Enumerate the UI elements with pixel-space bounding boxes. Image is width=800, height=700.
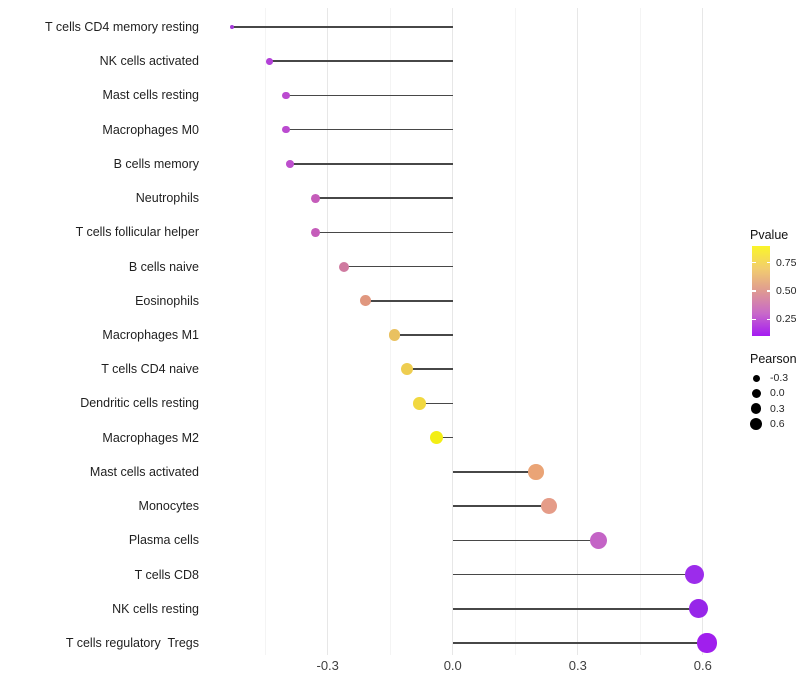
colorbar-tick xyxy=(766,290,770,292)
colorbar-tick-label: 0.50 xyxy=(776,285,797,297)
category-label: NK cells activated xyxy=(99,54,199,69)
x-axis-tick-label: -0.3 xyxy=(316,658,339,673)
colorbar-tick xyxy=(752,318,756,320)
lollipop-stem xyxy=(269,60,453,62)
pearson-legend-label: 0.3 xyxy=(770,402,785,415)
pearson-legend-label: 0.0 xyxy=(770,387,785,400)
pearson-legend-dot xyxy=(752,374,760,382)
lollipop-stem xyxy=(365,299,453,302)
lollipop-stem xyxy=(452,539,599,542)
category-label: NK cells resting xyxy=(112,601,199,616)
category-label: T cells CD8 xyxy=(134,567,199,582)
data-point-dot xyxy=(590,531,608,549)
data-point-dot xyxy=(310,193,320,203)
category-label: Eosinophils xyxy=(135,293,199,308)
category-label: Macrophages M1 xyxy=(102,327,199,342)
pearson-legend-dot xyxy=(751,388,761,398)
category-label: Plasma cells xyxy=(128,533,199,548)
lollipop-stem xyxy=(231,26,453,28)
lollipop-stem xyxy=(436,436,453,439)
gridline-minor xyxy=(264,8,266,655)
x-axis-tick-label: 0.3 xyxy=(568,658,587,673)
pearson-legend-dot xyxy=(750,403,762,414)
x-axis-tick-label: 0.0 xyxy=(443,658,462,673)
gridline-major xyxy=(327,8,329,655)
lollipop-stem xyxy=(452,607,699,610)
data-point-dot xyxy=(685,565,704,584)
lollipop-stem xyxy=(315,231,453,234)
category-label: B cells memory xyxy=(113,156,199,171)
lollipop-stem xyxy=(344,265,453,268)
colorbar-tick xyxy=(752,290,756,292)
colorbar-tick xyxy=(752,262,756,264)
gridline-minor xyxy=(639,8,641,655)
pvalue-legend-title: Pvalue xyxy=(750,228,789,242)
gridline-major xyxy=(702,8,704,655)
data-point-dot xyxy=(540,498,557,514)
data-point-dot xyxy=(697,633,717,653)
lollipop-stem xyxy=(290,163,453,165)
data-point-dot xyxy=(286,159,295,168)
data-point-dot xyxy=(282,125,290,134)
data-point-dot xyxy=(528,464,544,480)
category-label: Macrophages M2 xyxy=(102,430,199,445)
category-label: Mast cells resting xyxy=(102,88,199,103)
pearson-legend-label: -0.3 xyxy=(770,372,789,384)
category-label: T cells regulatory Tregs xyxy=(65,635,199,650)
data-point-dot xyxy=(689,599,709,619)
lollipop-stem xyxy=(452,471,537,473)
data-point-dot xyxy=(282,91,290,100)
data-point-dot xyxy=(229,24,234,30)
lollipop-stem xyxy=(419,402,453,405)
lollipop-stem xyxy=(315,197,453,199)
data-point-dot xyxy=(388,329,401,341)
category-label: T cells follicular helper xyxy=(75,225,199,240)
gridline-major xyxy=(452,8,454,655)
data-point-dot xyxy=(413,397,426,410)
colorbar-tick-label: 0.25 xyxy=(776,313,797,326)
lollipop-stem xyxy=(452,573,695,576)
pearson-legend-dot xyxy=(749,417,763,431)
category-label: T cells CD4 memory resting xyxy=(45,20,199,34)
lollipop-stem xyxy=(286,94,453,97)
gridline-minor xyxy=(514,8,516,655)
lollipop-stem xyxy=(406,368,453,370)
category-label: Macrophages M0 xyxy=(102,122,199,137)
category-label: Neutrophils xyxy=(135,191,199,206)
colorbar-tick-label: 0.75 xyxy=(776,256,797,269)
pearson-legend-label: 0.6 xyxy=(770,417,785,430)
pearson-legend-title: Pearson xyxy=(750,352,797,366)
lollipop-stem xyxy=(452,505,549,507)
lollipop-stem xyxy=(452,642,707,644)
colorbar-tick xyxy=(766,318,770,320)
category-label: Dendritic cells resting xyxy=(80,396,199,411)
data-point-dot xyxy=(265,57,273,65)
pvalue-colorbar xyxy=(752,246,770,336)
lollipop-stem xyxy=(394,334,453,336)
x-axis-tick-label: 0.6 xyxy=(693,658,712,673)
lollipop-stem xyxy=(286,128,453,131)
data-point-dot xyxy=(400,363,413,376)
category-label: B cells naive xyxy=(128,259,199,274)
category-label: Mast cells activated xyxy=(89,464,199,479)
data-point-dot xyxy=(339,261,350,272)
gridline-major xyxy=(577,8,579,655)
category-label: T cells CD4 naive xyxy=(101,362,199,377)
data-point-dot xyxy=(359,295,371,307)
data-point-dot xyxy=(310,227,320,237)
data-point-dot xyxy=(429,431,443,445)
colorbar-tick xyxy=(766,262,770,264)
category-label: Monocytes xyxy=(138,499,199,514)
